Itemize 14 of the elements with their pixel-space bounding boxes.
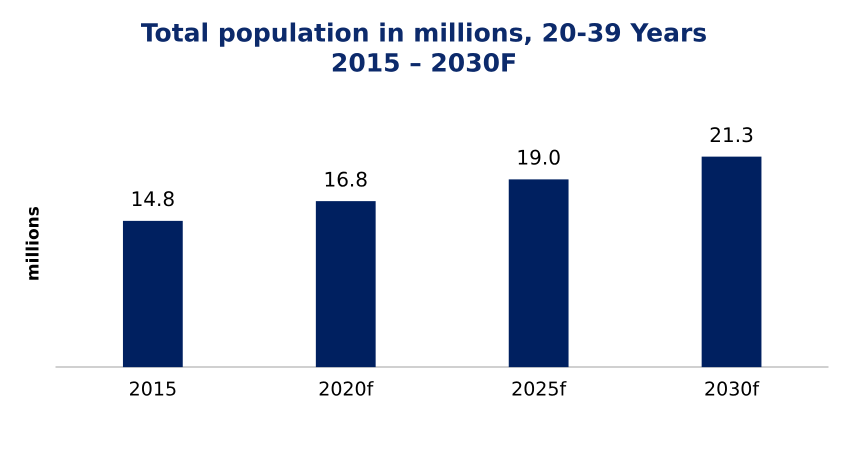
x-tick-label: 2030f <box>704 378 760 401</box>
y-axis-title: millions <box>24 206 44 282</box>
x-tick-label: 2015 <box>128 378 178 401</box>
data-label: 14.8 <box>130 187 176 212</box>
chart-title: Total population in millions, 20-39 Years 2015 – 2030F <box>140 18 708 78</box>
data-label: 19.0 <box>516 146 561 170</box>
x-tick-label: 2020f <box>318 378 375 401</box>
bar <box>702 156 762 368</box>
bar <box>508 179 569 368</box>
x-tick-label: 2025f <box>511 378 568 401</box>
data-label: 16.8 <box>323 167 368 192</box>
bar <box>316 201 376 368</box>
bar <box>122 220 183 368</box>
data-label: 21.3 <box>709 122 754 147</box>
